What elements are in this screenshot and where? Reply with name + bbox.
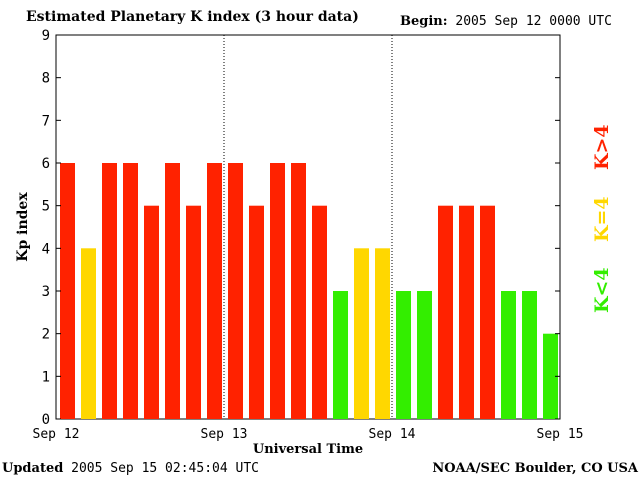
x-axis-label: Universal Time	[253, 442, 363, 457]
y-tick-label: 9	[42, 28, 50, 44]
y-tick-label: 3	[42, 284, 50, 300]
y-tick-label: 8	[42, 71, 50, 87]
kp-bar	[270, 163, 285, 419]
begin-label: Begin:	[400, 14, 448, 29]
kp-bar	[333, 291, 348, 419]
begin-value: 2005 Sep 12 0000 UTC	[455, 14, 612, 29]
legend-high: K>4	[591, 124, 613, 170]
kp-bar	[501, 291, 516, 419]
plot-frame	[55, 34, 561, 420]
x-tick-label: Sep 13	[201, 427, 248, 442]
kp-bar	[438, 205, 453, 419]
y-tick-label: 6	[42, 156, 50, 172]
kp-bar	[102, 163, 117, 419]
kp-bar	[480, 205, 495, 419]
x-tick-label: Sep 12	[33, 427, 80, 442]
kp-bar	[291, 163, 306, 419]
y-tick-label: 2	[42, 327, 50, 343]
kp-bar	[354, 248, 369, 419]
kp-bar	[522, 291, 537, 419]
kp-bar	[81, 248, 96, 419]
kp-bar	[207, 163, 222, 419]
kp-bar	[417, 291, 432, 419]
y-axis-label: Kp index	[15, 192, 31, 262]
begin-info: Begin: 2005 Sep 12 0000 UTC	[400, 14, 612, 29]
x-tick-label: Sep 15	[537, 427, 584, 442]
kp-bar	[543, 333, 558, 419]
chart-title: Estimated Planetary K index (3 hour data…	[26, 9, 359, 25]
kp-bar	[228, 163, 243, 419]
kp-bar	[312, 205, 327, 419]
y-tick-label: 5	[42, 199, 50, 215]
credit-text: NOAA/SEC Boulder, CO USA	[432, 461, 638, 476]
kp-bar	[375, 248, 390, 419]
y-tick-label: 7	[42, 113, 50, 129]
kp-bar	[459, 205, 474, 419]
kp-bar	[165, 163, 180, 419]
y-tick-label: 0	[42, 412, 50, 428]
kp-bar	[60, 163, 75, 419]
kp-bar	[123, 163, 138, 419]
kp-bar	[396, 291, 411, 419]
updated-value: 2005 Sep 15 02:45:04 UTC	[71, 461, 259, 476]
updated-label: Updated	[2, 461, 64, 476]
updated-info: Updated 2005 Sep 15 02:45:04 UTC	[2, 461, 259, 476]
y-tick-label: 1	[42, 369, 50, 385]
x-tick-label: Sep 14	[369, 427, 416, 442]
kp-bar	[249, 205, 264, 419]
legend-low: K<4	[591, 267, 613, 313]
kp-bar	[144, 205, 159, 419]
kp-bar	[186, 205, 201, 419]
legend-mid: K=4	[591, 196, 613, 242]
y-tick-label: 4	[42, 241, 50, 257]
